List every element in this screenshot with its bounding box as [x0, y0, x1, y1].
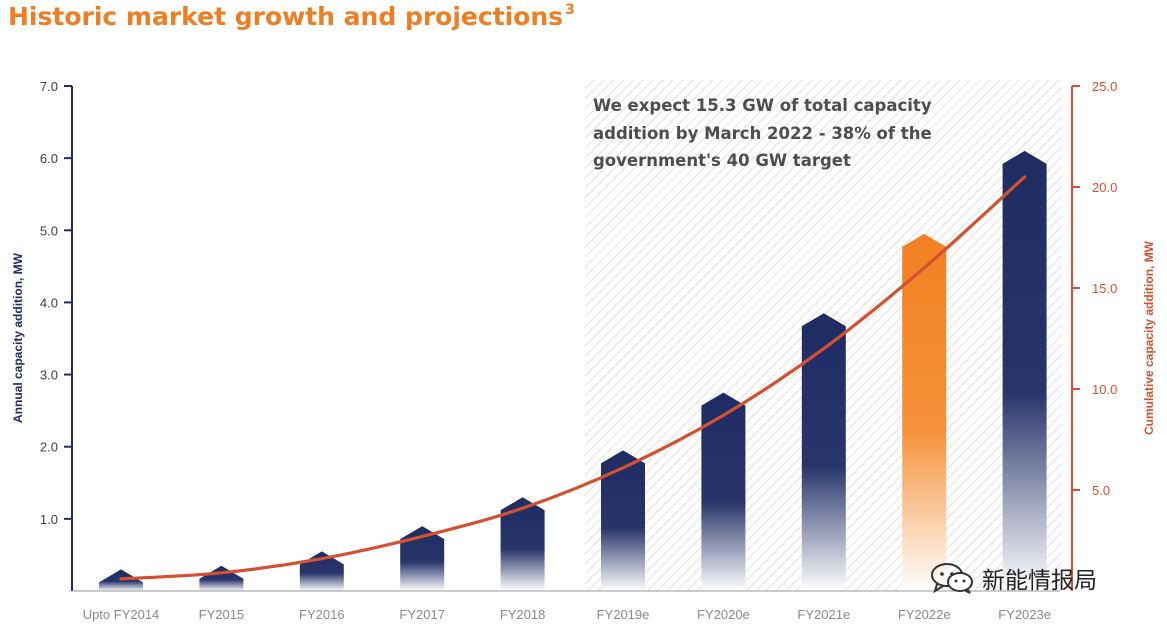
left-tick-label: 6.0	[40, 151, 58, 166]
watermark: 新能情报局	[930, 562, 1097, 594]
x-tick-label: FY2019e	[597, 607, 650, 622]
x-tick-label: FY2016	[299, 607, 345, 622]
x-tick-label: FY2015	[199, 607, 245, 622]
bar-fy2021e	[801, 313, 846, 591]
left-tick-label: 3.0	[40, 368, 58, 383]
bar-fy2015	[199, 565, 244, 591]
x-tick-label: Upto FY2014	[83, 607, 160, 622]
projection-annotation: We expect 15.3 GW of total capacity addi…	[593, 96, 932, 170]
right-tick-label: 25.0	[1092, 79, 1117, 94]
right-tick-label: 15.0	[1092, 281, 1117, 296]
x-tick-label: FY2022e	[898, 607, 951, 622]
right-tick-label: 10.0	[1092, 382, 1117, 397]
cumulative-line	[119, 175, 1027, 581]
bar-fy2023e	[1002, 150, 1047, 591]
x-tick-label: FY2021e	[797, 607, 850, 622]
left-tick-label: 7.0	[40, 79, 58, 94]
title-text: Historic market growth and projections	[8, 2, 564, 31]
watermark-text: 新能情报局	[982, 568, 1097, 594]
bar-fy2020e	[701, 392, 746, 591]
x-tick-label: FY2017	[399, 607, 445, 622]
left-tick-label: 5.0	[40, 223, 58, 238]
right-tick-label: 20.0	[1092, 180, 1117, 195]
left-tick-label: 2.0	[40, 440, 58, 455]
right-tick-label: 5.0	[1092, 483, 1110, 498]
bar-fy2022e	[902, 233, 947, 591]
left-tick-label: 1.0	[40, 512, 58, 527]
x-tick-label: FY2023e	[998, 607, 1051, 622]
page-title: Historic market growth and projections 3	[8, 2, 575, 31]
bar-fy2017	[400, 526, 445, 591]
x-tick-label: FY2020e	[697, 607, 750, 622]
x-tick-label: FY2018	[500, 607, 546, 622]
bar-fy2019e	[601, 450, 645, 591]
bar-fy2018	[500, 497, 545, 591]
title-footnote-marker: 3	[565, 2, 575, 18]
wechat-icon	[931, 563, 973, 594]
left-axis-title: Annual capacity addition, MW	[11, 252, 25, 423]
right-axis-title: Cumulative capacity addition, MW	[1142, 240, 1156, 435]
left-tick-label: 4.0	[40, 295, 58, 310]
